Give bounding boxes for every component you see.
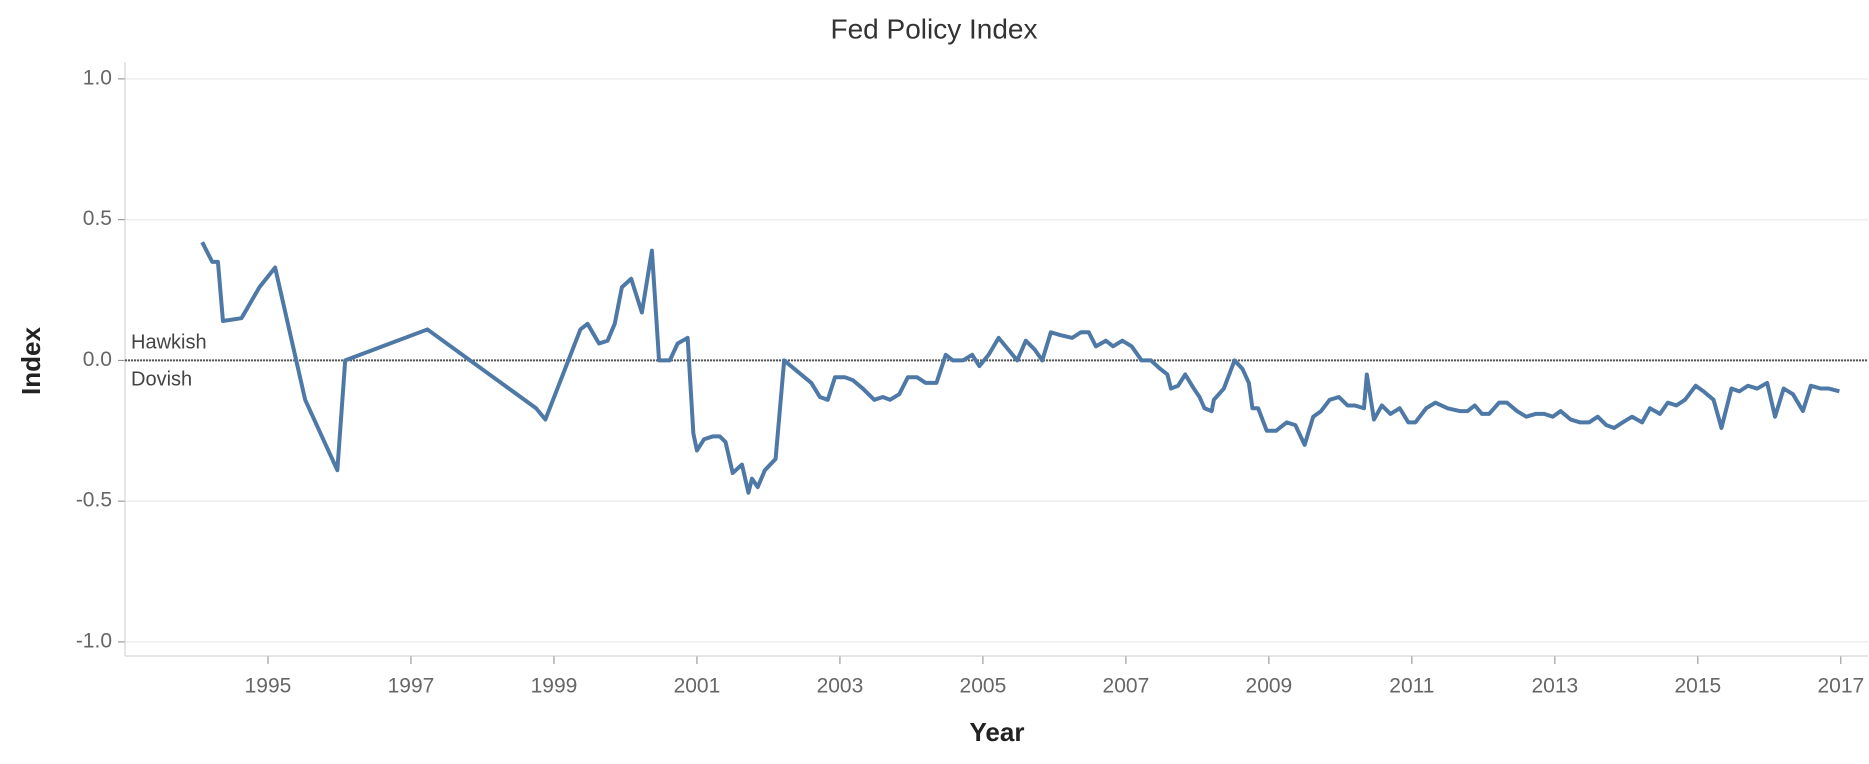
x-tick-label: 2005	[960, 675, 1007, 698]
annotation: Dovish	[131, 369, 192, 391]
x-tick-label: 2009	[1246, 675, 1293, 698]
y-tick-label: -1.0	[76, 629, 112, 652]
y-tick-label: 0.5	[83, 207, 112, 230]
y-tick-label: -0.5	[76, 489, 112, 512]
x-tick-label: 2007	[1103, 675, 1150, 698]
x-tick-label: 2011	[1389, 675, 1434, 698]
x-tick-label: 2017	[1817, 675, 1864, 698]
data-line	[200, 241, 1840, 495]
x-axis-title: Year	[970, 717, 1025, 747]
x-tick-label: 1999	[531, 675, 578, 698]
x-tick-label: 1995	[245, 675, 292, 698]
y-tick-label: 1.0	[83, 66, 112, 89]
chart-title: Fed Policy Index	[831, 13, 1038, 44]
x-tick-label: 2001	[674, 675, 721, 698]
x-tick-label: 2003	[817, 675, 864, 698]
x-tick-label: 2013	[1532, 675, 1579, 698]
y-tick-label: 0.0	[83, 348, 112, 371]
x-tick-label: 1997	[388, 675, 435, 698]
x-tick-label: 2015	[1674, 675, 1721, 698]
y-axis-title: Index	[16, 327, 46, 395]
annotation: Hawkish	[131, 332, 207, 354]
